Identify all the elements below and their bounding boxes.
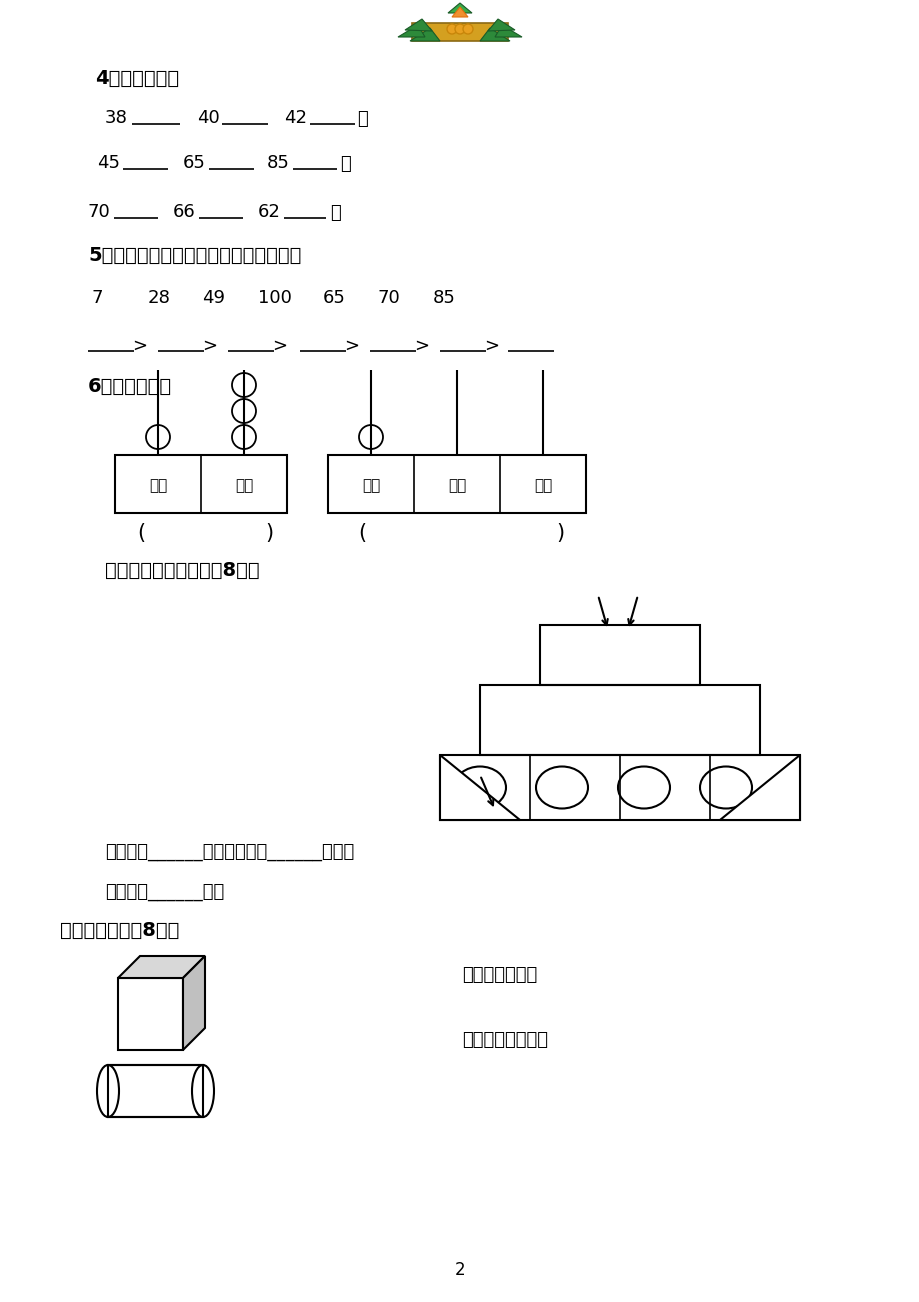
Polygon shape (410, 29, 439, 40)
Text: 十位: 十位 (149, 479, 167, 493)
Text: 。: 。 (330, 204, 340, 223)
Polygon shape (487, 20, 515, 31)
Bar (480, 685, 759, 755)
Text: 个位: 个位 (533, 479, 551, 493)
Ellipse shape (192, 1065, 214, 1117)
Text: 6、看图写数。: 6、看图写数。 (88, 376, 172, 396)
Polygon shape (448, 3, 471, 13)
Ellipse shape (699, 767, 751, 809)
Text: >: > (414, 337, 428, 355)
Polygon shape (439, 755, 519, 820)
Text: >: > (272, 337, 287, 355)
Polygon shape (183, 956, 205, 1049)
Bar (328, 454, 585, 513)
Text: 70: 70 (88, 203, 110, 221)
Text: 65: 65 (323, 289, 346, 307)
Text: 五、连一连。（8分）: 五、连一连。（8分） (60, 921, 179, 940)
Text: 42: 42 (284, 109, 307, 128)
Ellipse shape (618, 767, 669, 809)
Circle shape (232, 372, 255, 397)
Ellipse shape (536, 767, 587, 809)
Text: 有两个圆的物体: 有两个圆的物体 (461, 966, 537, 984)
Text: (: ( (357, 523, 366, 543)
Bar (539, 625, 699, 685)
Text: 62: 62 (257, 203, 280, 221)
Text: >: > (202, 337, 217, 355)
Text: 49: 49 (202, 289, 225, 307)
Ellipse shape (96, 1065, 119, 1117)
Text: 66: 66 (173, 203, 196, 221)
Polygon shape (404, 20, 432, 31)
Circle shape (447, 23, 457, 34)
Text: 100: 100 (257, 289, 291, 307)
Circle shape (358, 424, 382, 449)
Text: 28: 28 (148, 289, 171, 307)
Text: 45: 45 (96, 154, 119, 172)
Text: >: > (131, 337, 147, 355)
Text: 三角形有______个，长方形有______个，四: 三角形有______个，长方形有______个，四 (105, 842, 354, 861)
Polygon shape (480, 29, 509, 40)
Text: ): ) (555, 523, 563, 543)
Ellipse shape (453, 767, 505, 809)
Circle shape (462, 23, 472, 34)
Polygon shape (398, 25, 425, 36)
Circle shape (232, 398, 255, 423)
Text: 百位: 百位 (361, 479, 380, 493)
Text: 40: 40 (197, 109, 220, 128)
Text: 38: 38 (105, 109, 128, 128)
Text: >: > (344, 337, 358, 355)
Polygon shape (118, 956, 205, 978)
Text: 2: 2 (454, 1262, 465, 1279)
Circle shape (232, 424, 255, 449)
Polygon shape (451, 7, 468, 17)
Text: 4、按规律填数: 4、按规律填数 (95, 69, 179, 87)
Bar (108, 1065, 203, 1117)
Bar (108, 1065, 203, 1117)
Bar (115, 454, 287, 513)
Text: 。: 。 (340, 155, 350, 173)
Bar (412, 23, 507, 40)
Text: 十位: 十位 (448, 479, 466, 493)
Text: 5、将下列各数按从大到小的顺序排列。: 5、将下列各数按从大到小的顺序排列。 (88, 246, 301, 264)
Text: 四、数一数，填空。（8分）: 四、数一数，填空。（8分） (105, 560, 259, 579)
Text: 85: 85 (267, 154, 289, 172)
Bar (118, 978, 183, 1049)
Bar (439, 755, 800, 820)
Text: 都是长方形的物体: 都是长方形的物体 (461, 1031, 548, 1049)
Text: 个位: 个位 (234, 479, 253, 493)
Text: 正方形有______个。: 正方形有______个。 (105, 883, 224, 901)
Text: 85: 85 (433, 289, 456, 307)
Text: ): ) (265, 523, 273, 543)
Circle shape (455, 23, 464, 34)
Polygon shape (720, 755, 800, 820)
Polygon shape (494, 25, 521, 36)
Text: 70: 70 (378, 289, 401, 307)
Text: 7: 7 (92, 289, 103, 307)
Text: >: > (483, 337, 498, 355)
Text: 。: 。 (357, 109, 368, 128)
Text: 65: 65 (183, 154, 206, 172)
Circle shape (146, 424, 170, 449)
Text: (: ( (137, 523, 145, 543)
